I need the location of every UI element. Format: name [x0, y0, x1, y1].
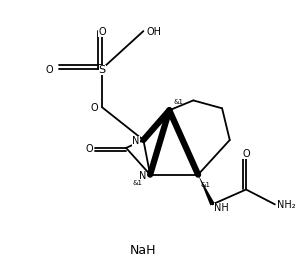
Text: &1: &1 [200, 182, 210, 187]
Text: O: O [242, 149, 250, 159]
Text: NH₂: NH₂ [277, 200, 295, 210]
Text: O: O [45, 65, 53, 75]
Text: N: N [139, 171, 146, 181]
Text: S: S [99, 65, 106, 75]
Polygon shape [198, 175, 215, 205]
Text: O: O [86, 144, 94, 154]
Text: O: O [98, 27, 106, 37]
Text: NH: NH [214, 203, 229, 213]
Text: N: N [132, 136, 140, 146]
Text: &1: &1 [133, 180, 143, 186]
Text: &1: &1 [173, 99, 183, 105]
Text: OH: OH [146, 27, 161, 37]
Text: NaH: NaH [130, 244, 157, 258]
Text: O: O [91, 103, 98, 113]
